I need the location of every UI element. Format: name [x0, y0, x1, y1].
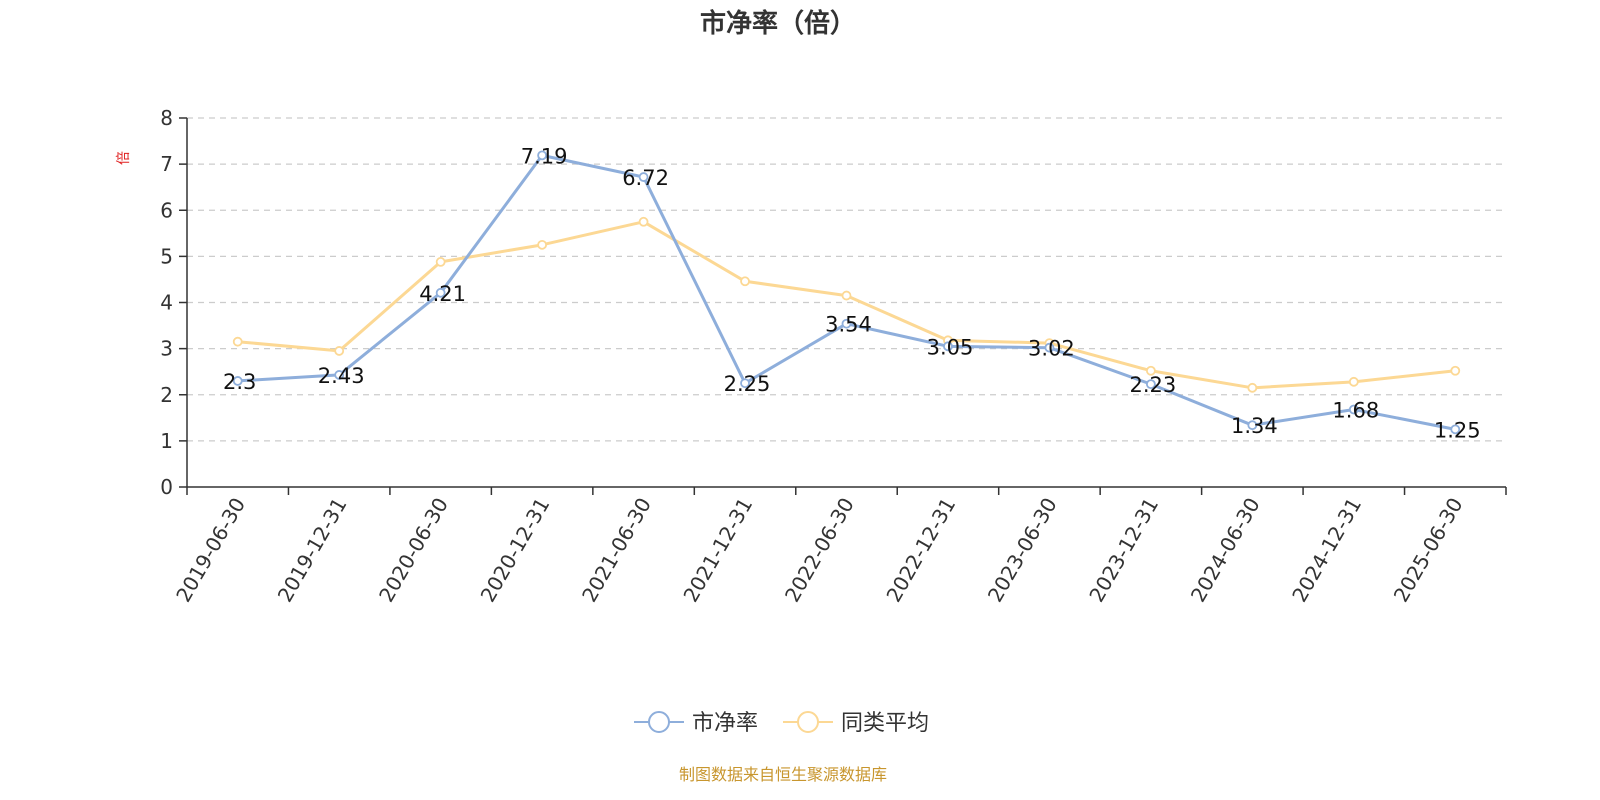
data-point	[1450, 365, 1461, 376]
data-point	[537, 150, 548, 161]
data-point	[334, 370, 345, 380]
data-label: 2.3	[223, 370, 256, 394]
data-point	[638, 216, 649, 227]
x-tick-label: 2020-12-31	[476, 494, 555, 607]
data-label: 6.72	[622, 166, 669, 190]
y-axis-unit: 倍	[116, 151, 132, 165]
data-point	[1450, 424, 1461, 435]
data-point	[1044, 342, 1055, 353]
data-point	[1348, 376, 1359, 387]
y-tick-label: 5	[160, 244, 173, 268]
x-tick-label: 2019-06-30	[171, 494, 250, 607]
data-point	[435, 287, 446, 298]
data-label: 1.25	[1434, 418, 1481, 442]
x-tick-label: 2023-12-31	[1084, 494, 1163, 607]
data-point	[740, 378, 750, 389]
data-label: 2.23	[1130, 373, 1177, 397]
data-point	[1247, 382, 1258, 393]
x-tick-label: 2019-12-31	[273, 494, 352, 607]
data-point	[232, 376, 243, 386]
legend-symbol-marker	[648, 711, 670, 733]
y-tick-label: 4	[160, 291, 173, 315]
legend-symbol-marker	[797, 711, 819, 733]
legend-item-label: 市净率	[692, 711, 758, 736]
data-point	[841, 290, 852, 301]
data-point	[740, 276, 750, 287]
legend[interactable]: 市净率 同类平均	[634, 711, 929, 736]
data-label: 2.25	[724, 372, 771, 396]
x-tick-label: 2022-06-30	[780, 494, 859, 607]
y-tick-label: 6	[160, 198, 173, 222]
data-label: 1.68	[1332, 399, 1379, 423]
data-point	[841, 318, 852, 329]
y-tick-label: 2	[160, 383, 173, 407]
x-tick-label: 2021-06-30	[577, 494, 656, 607]
data-point	[435, 257, 446, 267]
data-label: 3.02	[1028, 337, 1075, 361]
data-point	[334, 346, 345, 356]
y-tick-label: 3	[160, 337, 173, 361]
x-tick-label: 2025-06-30	[1389, 494, 1468, 607]
data-label: 2.43	[318, 364, 365, 388]
x-tick-label: 2024-12-31	[1287, 494, 1366, 607]
grid-lines	[187, 117, 1506, 442]
data-label: 1.34	[1231, 414, 1278, 438]
legend-item-label: 同类平均	[841, 711, 929, 736]
data-label: 3.54	[825, 313, 872, 337]
x-tick-label: 2020-06-30	[374, 493, 453, 606]
source-note: 制图数据来自恒生聚源数据库	[679, 765, 887, 784]
x-tick-label: 2021-12-31	[678, 494, 757, 607]
data-label: 4.21	[419, 282, 466, 306]
x-tick-label: 2022-12-31	[881, 494, 960, 607]
data-point	[943, 341, 953, 352]
chart-title: 市净率（倍）	[700, 8, 856, 39]
data-point	[1247, 420, 1258, 431]
data-point	[232, 336, 243, 347]
x-tick-label: 2024-06-30	[1186, 494, 1265, 607]
data-point	[1145, 379, 1156, 390]
data-point	[537, 239, 548, 250]
y-tick-label: 0	[160, 475, 173, 499]
data-point	[638, 172, 649, 182]
y-tick-label: 1	[160, 429, 173, 453]
x-tick-label: 2023-06-30	[983, 494, 1062, 607]
series-lines	[232, 150, 1461, 435]
data-label: 7.19	[521, 144, 568, 168]
data-point	[1145, 365, 1156, 376]
y-tick-label: 8	[160, 106, 173, 130]
data-label: 3.05	[927, 335, 974, 359]
data-labels: 2.3 2.43 4.21 7.19 6.72 2.25 3.54 3.05 3.02 2.23 1…	[223, 144, 1481, 442]
data-point	[1348, 404, 1359, 415]
y-tick-label: 7	[160, 152, 173, 176]
